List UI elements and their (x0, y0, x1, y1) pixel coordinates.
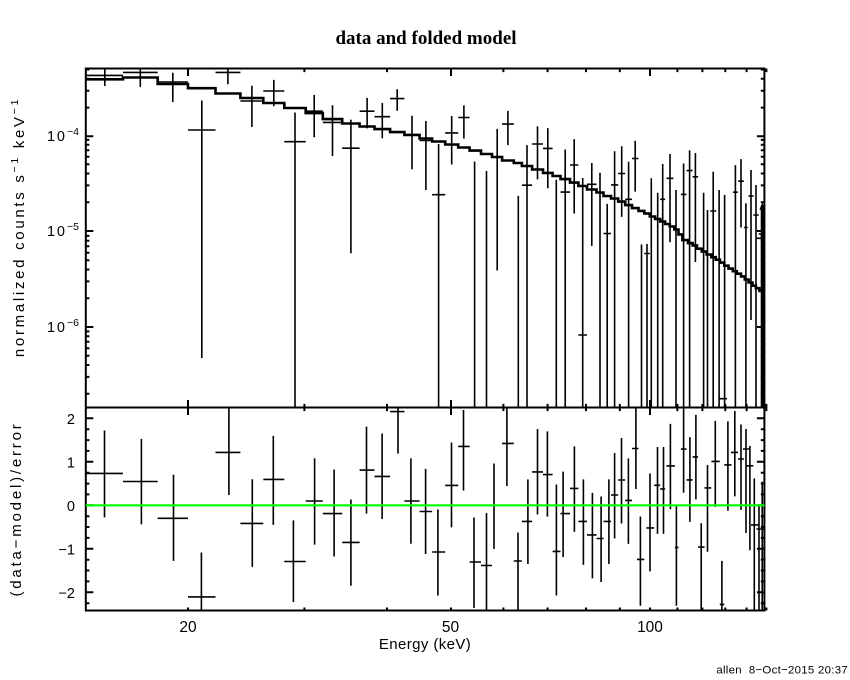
svg-text:(data−model)/error: (data−model)/error (8, 421, 25, 596)
svg-text:−1: −1 (58, 542, 75, 558)
svg-text:20: 20 (179, 619, 197, 636)
svg-text:−2: −2 (58, 586, 75, 602)
svg-text:data and folded model: data and folded model (335, 28, 516, 49)
svg-text:normalized counts s−1 keV−1: normalized counts s−1 keV−1 (9, 97, 28, 357)
svg-text:50: 50 (442, 619, 460, 636)
svg-text:−6: −6 (67, 317, 79, 329)
svg-text:Energy (keV): Energy (keV) (379, 636, 471, 653)
svg-text:10: 10 (47, 320, 67, 336)
svg-text:10: 10 (47, 129, 67, 145)
svg-text:allen 8−Oct−2015 20:37: allen 8−Oct−2015 20:37 (716, 665, 848, 677)
svg-text:−4: −4 (67, 126, 79, 138)
svg-text:0: 0 (67, 499, 75, 515)
svg-text:2: 2 (67, 412, 75, 428)
svg-text:1: 1 (67, 455, 75, 471)
svg-text:10: 10 (47, 224, 67, 240)
svg-text:100: 100 (637, 619, 663, 636)
svg-text:−5: −5 (67, 221, 79, 233)
